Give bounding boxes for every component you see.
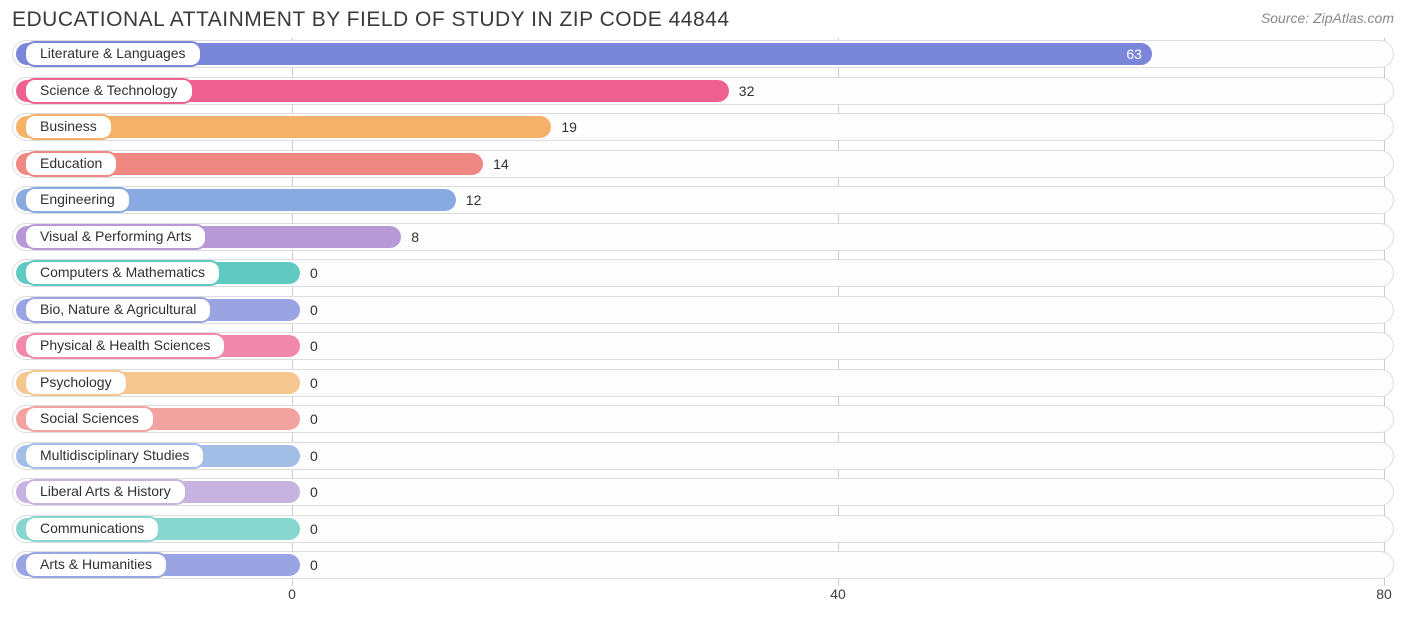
- bar-label: Literature & Languages: [24, 41, 202, 67]
- bar-row: Communications 0: [12, 513, 1394, 545]
- bar-value: 63: [1126, 46, 1142, 62]
- bar-label: Engineering: [24, 187, 131, 213]
- bar-label: Visual & Performing Arts: [24, 224, 207, 250]
- bar-row: Literature & Languages 63: [12, 38, 1394, 70]
- bar-row: Visual & Performing Arts 8: [12, 221, 1394, 253]
- bar-row: Liberal Arts & History 0: [12, 476, 1394, 508]
- bar-label: Business: [24, 114, 113, 140]
- bar-value: 0: [310, 375, 318, 391]
- x-tick: 0: [288, 586, 296, 602]
- chart-source: Source: ZipAtlas.com: [1261, 8, 1394, 26]
- bar-label: Arts & Humanities: [24, 552, 168, 578]
- bar-value: 0: [310, 302, 318, 318]
- bar-row: Engineering 12: [12, 184, 1394, 216]
- bar-value: 0: [310, 265, 318, 281]
- bar-row: Education 14: [12, 148, 1394, 180]
- bar-value: 0: [310, 557, 318, 573]
- bar-label: Communications: [24, 516, 160, 542]
- chart-x-axis: 0 40 80: [12, 586, 1394, 612]
- bar-value: 0: [310, 448, 318, 464]
- bar-row: Social Sciences 0: [12, 403, 1394, 435]
- bar-value: 8: [411, 229, 419, 245]
- bar-row: Physical & Health Sciences 0: [12, 330, 1394, 362]
- bar-value: 12: [466, 192, 482, 208]
- x-tick: 40: [830, 586, 846, 602]
- bar-value: 0: [310, 338, 318, 354]
- bar-row: Bio, Nature & Agricultural 0: [12, 294, 1394, 326]
- bar-value: 14: [493, 156, 509, 172]
- chart-container: EDUCATIONAL ATTAINMENT BY FIELD OF STUDY…: [0, 0, 1406, 632]
- bar-value: 0: [310, 484, 318, 500]
- bar-label: Bio, Nature & Agricultural: [24, 297, 212, 323]
- chart-header: EDUCATIONAL ATTAINMENT BY FIELD OF STUDY…: [12, 8, 1394, 32]
- bar-row: Computers & Mathematics 0: [12, 257, 1394, 289]
- bar-row: Arts & Humanities 0: [12, 549, 1394, 581]
- bar-value: 19: [561, 119, 577, 135]
- bar-value: 0: [310, 411, 318, 427]
- bar-label: Computers & Mathematics: [24, 260, 221, 286]
- chart-title: EDUCATIONAL ATTAINMENT BY FIELD OF STUDY…: [12, 8, 730, 32]
- bar-row: Psychology 0: [12, 367, 1394, 399]
- bar-label: Education: [24, 151, 118, 177]
- bar-label: Science & Technology: [24, 78, 194, 104]
- bar-label: Social Sciences: [24, 406, 155, 432]
- x-tick: 80: [1376, 586, 1392, 602]
- bar-value: 32: [739, 83, 755, 99]
- chart-plot: Literature & Languages 63 Science & Techno…: [12, 38, 1394, 581]
- bar-label: Multidisciplinary Studies: [24, 443, 205, 469]
- bar-label: Physical & Health Sciences: [24, 333, 226, 359]
- bar-row: Science & Technology 32: [12, 75, 1394, 107]
- bar-value: 0: [310, 521, 318, 537]
- bar-row: Business 19: [12, 111, 1394, 143]
- bar-label: Liberal Arts & History: [24, 479, 187, 505]
- bar-row: Multidisciplinary Studies 0: [12, 440, 1394, 472]
- bar-label: Psychology: [24, 370, 128, 396]
